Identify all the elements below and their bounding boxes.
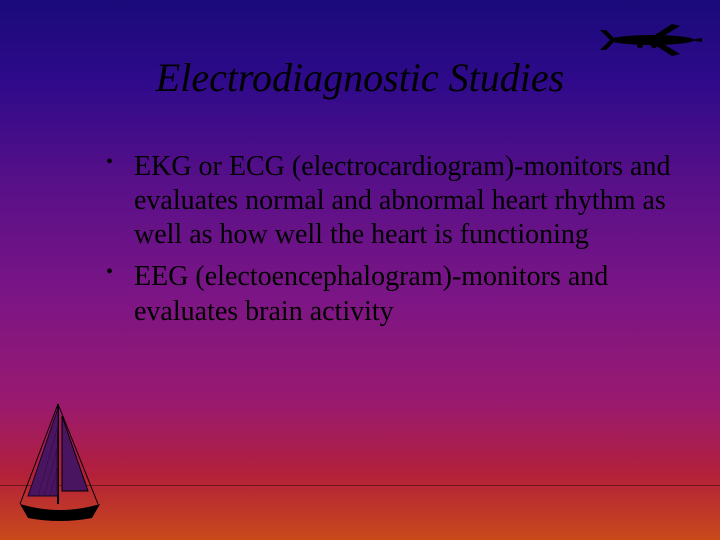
bullet-text: EEG (electoencephalogram)-monitors and e… xyxy=(134,261,608,326)
bullet-text: EKG or ECG (electrocardiogram)-monitors … xyxy=(134,151,670,250)
slide-title: Electrodiagnostic Studies xyxy=(0,54,720,101)
airplane-icon xyxy=(592,18,702,58)
sailboat-icon xyxy=(10,396,110,526)
slide-body: EKG or ECG (electrocardiogram)-monitors … xyxy=(100,150,680,337)
bullet-item: EEG (electoencephalogram)-monitors and e… xyxy=(100,260,680,328)
bullet-item: EKG or ECG (electrocardiogram)-monitors … xyxy=(100,150,680,252)
slide: Electrodiagnostic Studies EKG or ECG (el… xyxy=(0,0,720,540)
